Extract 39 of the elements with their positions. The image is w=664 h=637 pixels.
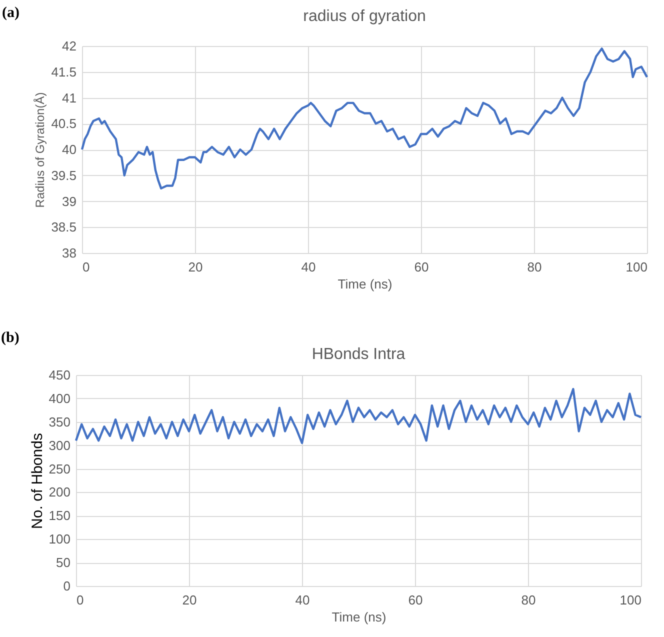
x-tick-label: 80 xyxy=(521,592,536,608)
chart-title: radius of gyration xyxy=(303,8,426,25)
x-tick-label: 80 xyxy=(527,260,542,274)
y-tick-label: 200 xyxy=(48,484,70,500)
y-tick-label: 40 xyxy=(62,142,76,157)
y-axis-title: No. of Hbonds xyxy=(28,433,46,529)
x-tick-label: 20 xyxy=(182,592,197,608)
y-tick-label: 100 xyxy=(48,532,70,547)
x-axis-title: Time (ns) xyxy=(332,610,386,624)
text: (a) xyxy=(2,5,20,21)
y-tick-label: 350 xyxy=(48,414,70,430)
y-tick-label: 42 xyxy=(62,38,76,54)
y-tick-label: 300 xyxy=(48,438,70,453)
y-tick-label: 450 xyxy=(48,368,70,382)
x-axis-title: Time (ns) xyxy=(338,276,392,292)
y-tick-label: 39.5 xyxy=(51,168,76,183)
y-tick-label: 41.5 xyxy=(51,64,76,80)
y-tick-label: 0 xyxy=(63,578,70,594)
y-tick-label: 38.5 xyxy=(51,220,76,235)
y-axis-title: Radius of Gyration(Å) xyxy=(33,92,48,208)
x-tick-label: 40 xyxy=(295,592,310,608)
y-tick-label: 39 xyxy=(62,194,76,209)
y-tick-label: 250 xyxy=(48,461,70,476)
x-tick-label: 100 xyxy=(626,260,648,274)
y-tick-label: 41 xyxy=(62,90,76,106)
chart-title: HBonds Intra xyxy=(312,346,406,363)
x-tick-label: 60 xyxy=(408,592,423,608)
x-tick-label: 20 xyxy=(188,260,203,274)
x-tick-label: 40 xyxy=(301,260,316,274)
y-tick-label: 38 xyxy=(62,246,76,260)
y-tick-label: 150 xyxy=(48,508,70,524)
x-tick-label: 0 xyxy=(82,260,90,274)
line-series xyxy=(74,388,642,444)
y-tick-label: 40.5 xyxy=(51,116,76,132)
y-tick-label: 50 xyxy=(56,555,70,570)
text: (b) xyxy=(1,330,20,346)
x-tick-label: 100 xyxy=(620,592,642,608)
x-tick-label: 60 xyxy=(414,260,429,274)
y-tick-label: 400 xyxy=(48,390,70,406)
